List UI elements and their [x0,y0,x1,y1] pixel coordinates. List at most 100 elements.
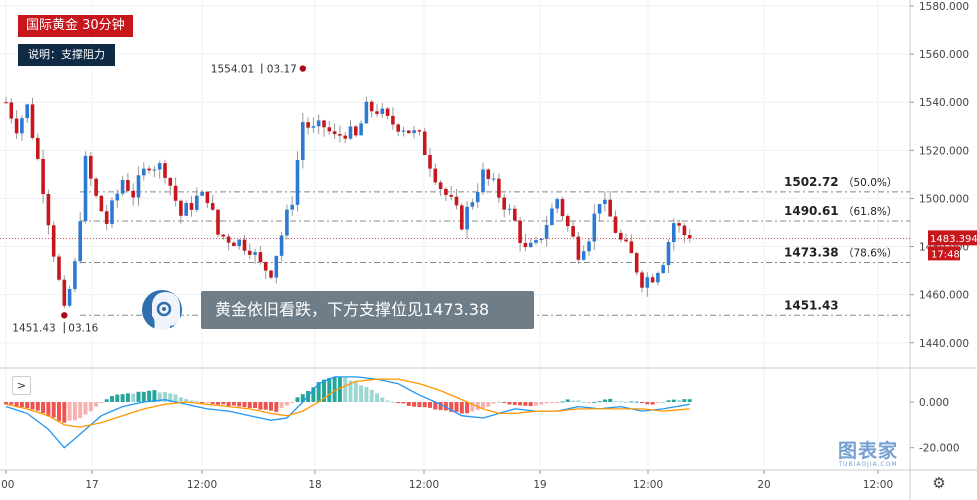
macd-bar [343,377,348,402]
macd-bar [353,382,358,402]
macd-panel [0,367,977,449]
macd-bar [41,402,46,414]
candle-body [57,256,61,280]
candle [359,120,363,136]
candle-body [502,197,506,210]
y-tick-label: 1460.000 [919,290,969,302]
candle-body [592,213,597,242]
macd-bar [322,379,326,402]
chart-title: 国际黄金 30分钟 [18,15,133,37]
macd-bar [359,385,364,402]
candle [168,177,173,196]
candle-body [242,239,247,251]
candle-body [110,200,114,224]
candle [152,165,157,177]
candle-body [184,202,188,216]
macd-bar [67,402,72,421]
candle [179,199,183,224]
candle-body [454,196,459,206]
candle-body [560,199,565,217]
macd-bar [290,402,295,403]
candle [67,285,72,308]
price-annotations: 1554.01 03.17 1451.43 03.16 [12,63,306,334]
candle-body [20,118,24,134]
macd-bar [645,402,650,405]
macd-bar [385,400,390,402]
candle-body [672,223,676,242]
watermark-sub: TUBIAOJIA.COM [838,461,898,468]
macd-bar [4,402,8,405]
candle-body [104,211,109,224]
candle [666,238,671,273]
candle [597,204,602,222]
annotation-value: 1451.43 [12,322,55,334]
macd-bar [131,393,136,402]
candle [369,99,374,118]
candle [677,219,681,233]
candle-body [433,168,438,183]
macd-dif-line [5,376,690,449]
candle-body [481,169,485,193]
candle [444,186,448,201]
macd-bar [443,402,448,411]
candle [672,218,676,251]
macd-bar [518,402,523,406]
candle [30,97,35,140]
candle [682,223,687,243]
y-tick-label: 1440.000 [919,338,969,350]
candle [216,209,220,238]
candle-body [142,168,146,176]
candle-body [587,241,591,252]
candle [354,124,358,138]
candle [258,245,263,265]
macd-bar [454,402,459,412]
macd-bar [25,402,30,409]
candle [14,110,19,140]
macd-bar [279,402,284,409]
macd-bar [565,399,570,402]
gear-icon[interactable]: ⚙ [932,474,946,492]
candle [316,114,321,135]
candle [534,236,538,246]
macd-bar [587,402,591,403]
candle-body [115,193,120,201]
candle [263,261,268,280]
candle [295,151,300,212]
candle [576,231,581,265]
macd-y-tick-label: -20.000 [919,443,960,455]
level-note: （50.0%） [843,177,897,189]
candle [656,271,660,286]
candle [332,123,337,139]
candle [497,173,501,204]
macd-bar [35,402,40,411]
candle-body [444,189,448,195]
candle [25,103,29,123]
candle [513,205,517,222]
candle-body [513,208,517,221]
macd-bar [438,402,443,411]
candle [550,203,554,226]
candle [327,120,332,136]
macd-bar [481,402,485,409]
macd-bar [661,401,666,403]
candle-body [253,252,257,255]
level-note: （61.8%） [843,206,897,218]
candle-body [173,185,178,201]
candle-body [301,122,305,160]
candle [248,243,252,260]
candle-body [311,126,316,128]
candle-body [375,111,379,114]
candle [83,151,88,224]
macd-bar [163,392,167,402]
candle [592,204,597,250]
expand-button[interactable]: > [12,376,31,395]
candle-body [396,124,400,132]
candle-body [25,104,29,119]
x-tick-label: 20 [757,479,770,491]
candle-body [316,120,321,127]
candle-body [656,272,660,283]
candle-body [507,208,512,210]
candle-body [179,200,183,216]
macd-bar [200,402,205,403]
